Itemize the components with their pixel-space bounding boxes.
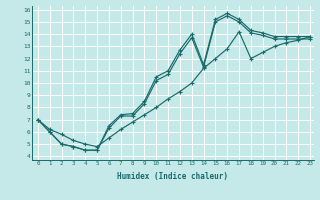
X-axis label: Humidex (Indice chaleur): Humidex (Indice chaleur) [117,172,228,181]
